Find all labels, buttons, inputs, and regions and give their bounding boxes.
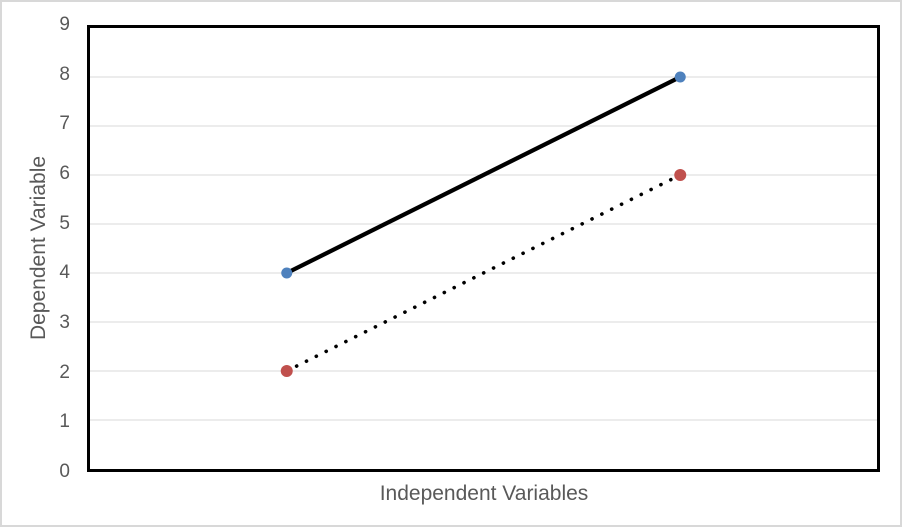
upper-solid-series-marker-1	[674, 71, 686, 83]
y-tick-label-1: 1	[59, 411, 70, 433]
lower-dotted-series-marker-1	[674, 169, 687, 181]
lower-dotted-series-line	[284, 173, 683, 373]
y-tick-label-6: 6	[59, 163, 70, 184]
y-axis-tick-labels: 0 1 2 3 4 5 6 7 8 9	[2, 15, 72, 482]
y-tick-label-3: 3	[59, 312, 70, 333]
chart-plot-svg	[90, 71, 877, 421]
y-axis-title: Dependent Variable	[27, 155, 50, 341]
upper-solid-series-marker-0	[281, 267, 293, 279]
upper-solid-series-line	[285, 75, 682, 275]
y-tick-label-5: 5	[59, 212, 70, 234]
plot-area	[87, 25, 880, 472]
x-axis-title: Independent Variables	[379, 482, 589, 505]
y-tick-label-4: 4	[59, 262, 70, 284]
y-tick-label-9: 9	[59, 14, 70, 35]
y-tick-label-2: 2	[59, 361, 70, 383]
y-tick-label-0: 0	[59, 461, 70, 482]
y-tick-label-8: 8	[59, 63, 70, 85]
lower-dotted-series-marker-0	[280, 365, 293, 377]
y-tick-label-7: 7	[59, 113, 70, 135]
